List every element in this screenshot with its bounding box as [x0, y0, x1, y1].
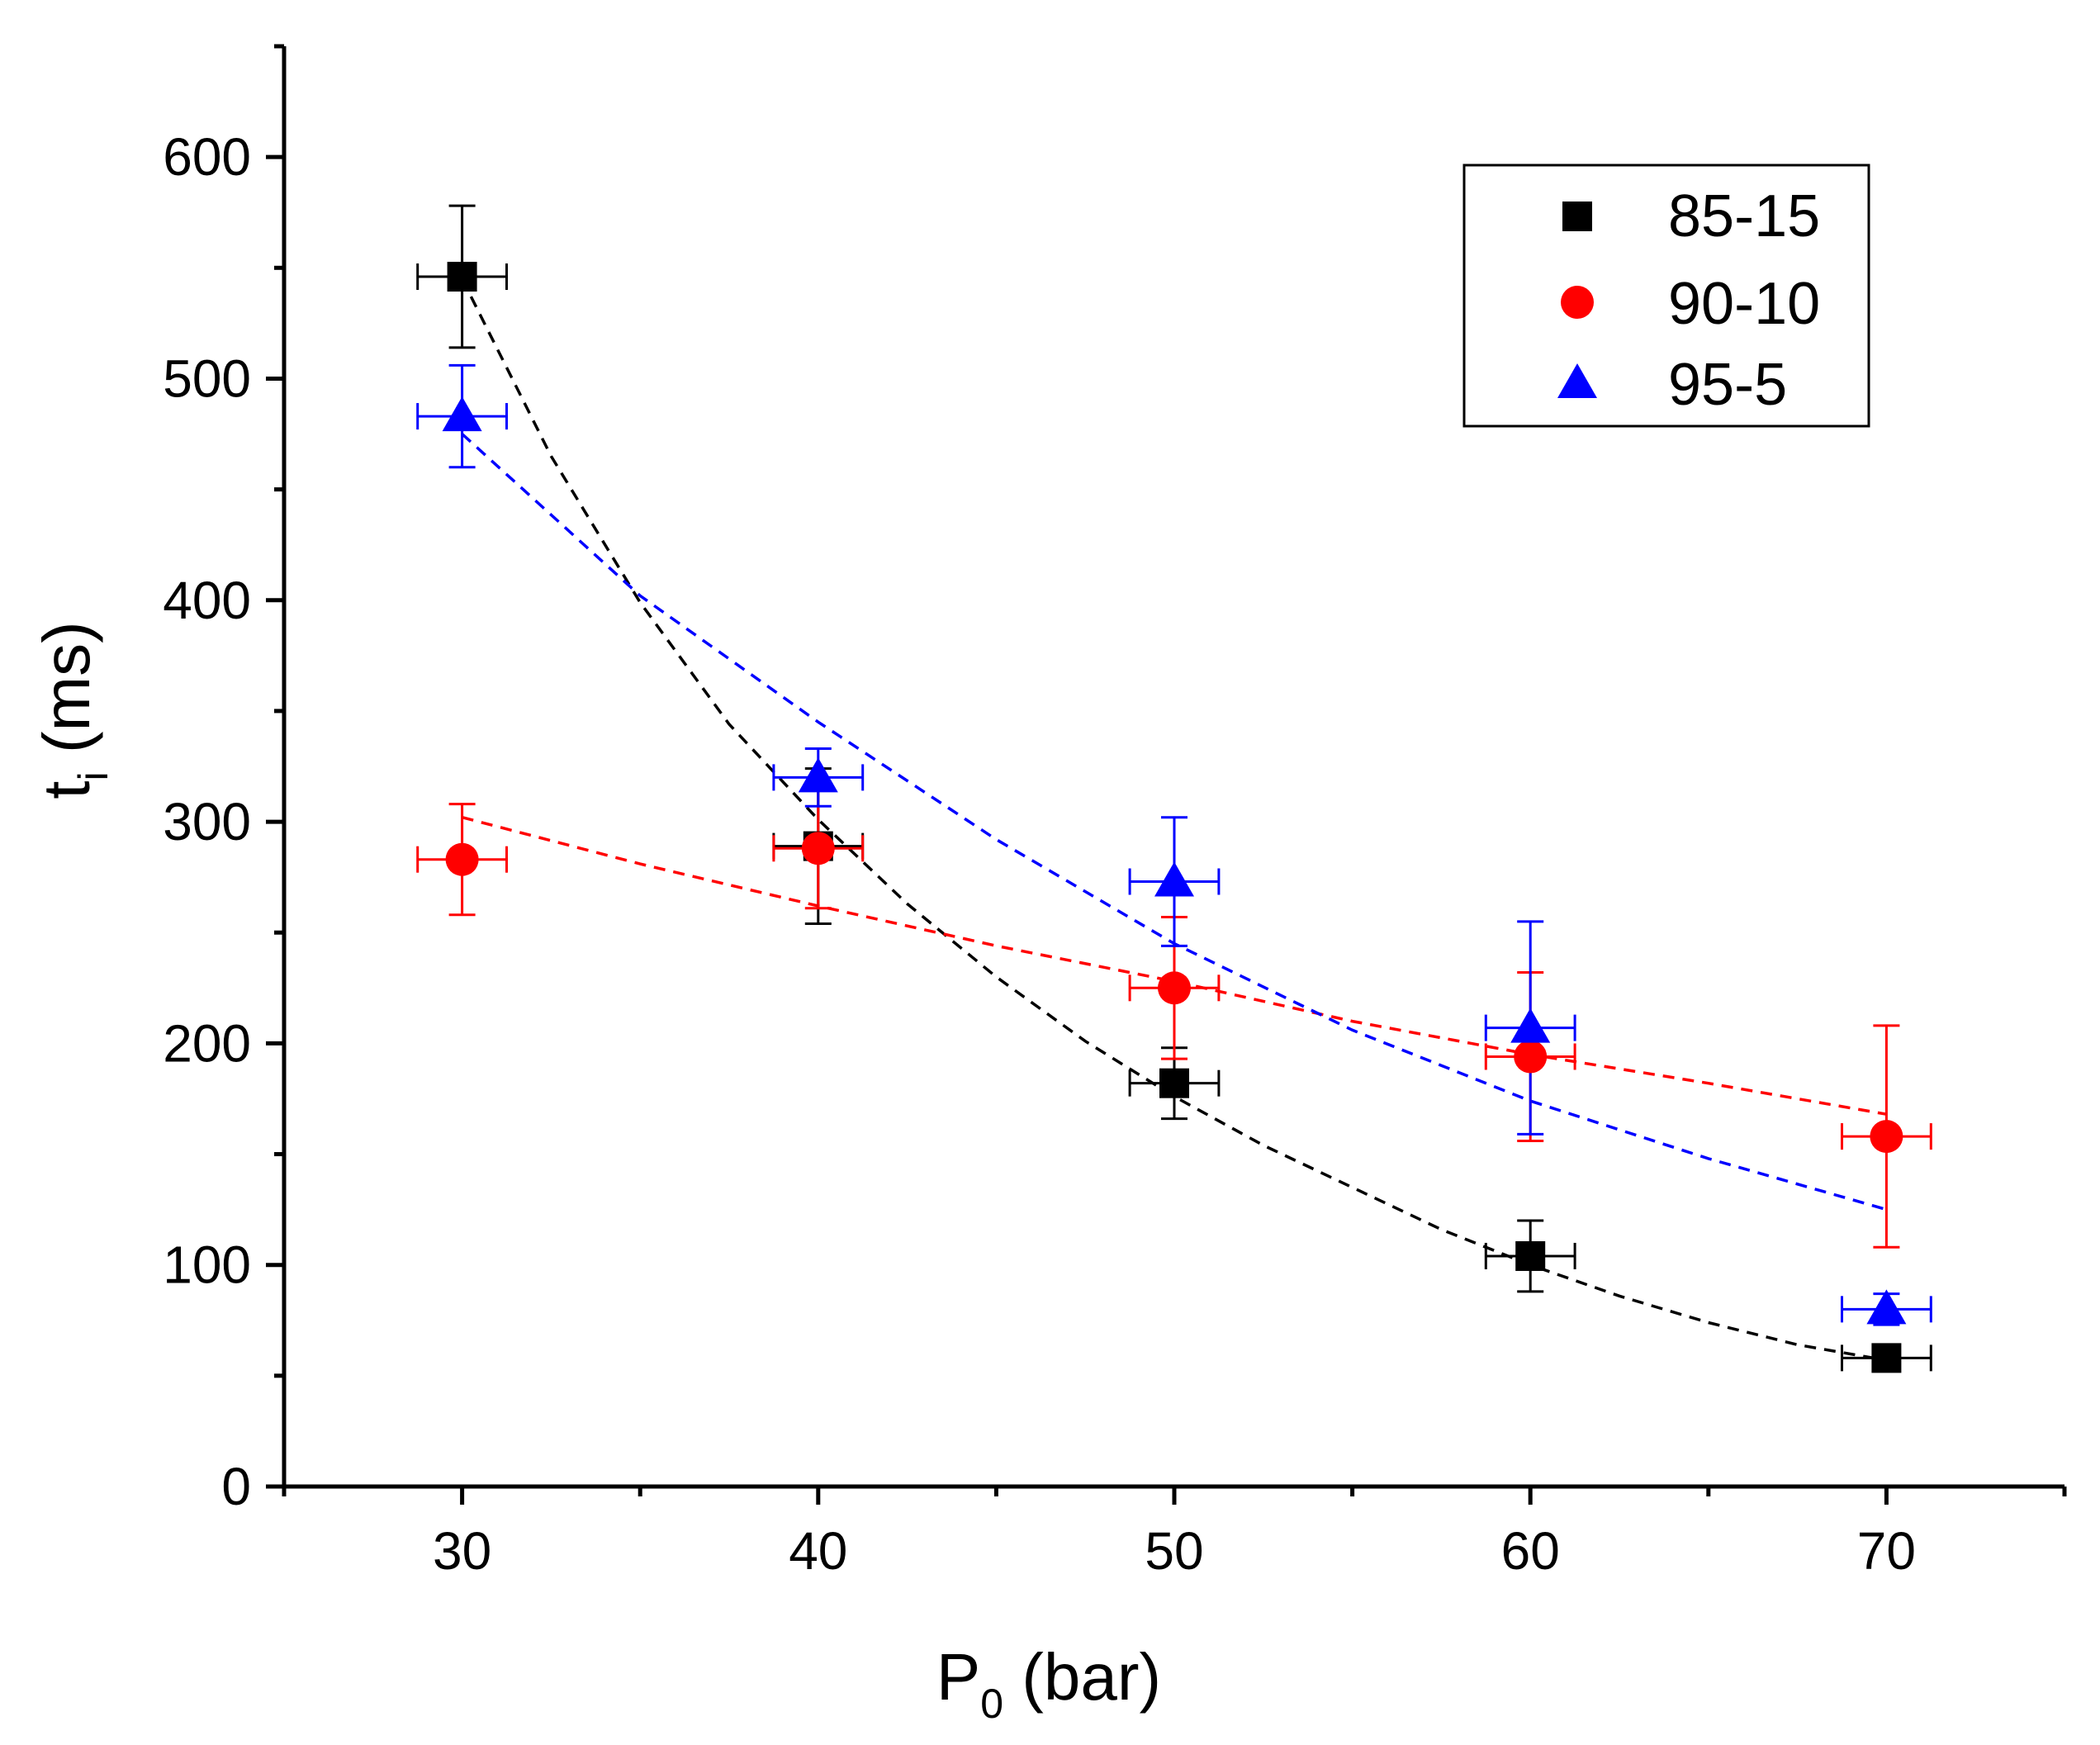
legend-marker-85-15	[1562, 202, 1592, 231]
legend-marker-90-10	[1561, 286, 1594, 319]
data-point-95-5	[798, 757, 838, 793]
x-tick-label: 70	[1857, 1521, 1916, 1581]
fit-line-90-10	[462, 816, 1887, 1116]
legend-label-90-10: 90-10	[1668, 271, 1820, 337]
y-tick-label: 0	[221, 1457, 251, 1516]
x-tick-label: 30	[433, 1521, 491, 1581]
x-axis-title-subscript: 0	[980, 1681, 1003, 1727]
legend-box	[1462, 164, 1870, 428]
data-point-90-10	[801, 832, 835, 865]
axes: 0 100 200 300 400 500 600 30 40 50 60 70	[163, 44, 2067, 1581]
data-point-95-5	[1154, 861, 1194, 897]
y-tick-label: 400	[163, 571, 251, 630]
y-axis-title-subscript: i	[70, 771, 116, 780]
y-axis-title-main: t	[30, 781, 103, 799]
x-axis-title-unit: (bar)	[1003, 1640, 1161, 1714]
legend-label-95-5: 95-5	[1668, 352, 1787, 418]
y-axis-title: ti (ms)	[30, 621, 116, 799]
y-tick-label: 300	[163, 792, 251, 851]
data-point-95-5	[1510, 1008, 1551, 1043]
data-point-85-15	[447, 262, 477, 292]
data-point-90-10	[1514, 1040, 1548, 1074]
data-point-95-5	[1866, 1289, 1907, 1325]
legend-markers	[1557, 202, 1597, 398]
legend-marker-95-5	[1557, 363, 1597, 398]
y-tick-label: 500	[163, 349, 251, 408]
x-tick-label: 50	[1145, 1521, 1203, 1581]
data-markers	[442, 262, 1907, 1373]
x-axis-title: P0 (bar)	[936, 1640, 1161, 1727]
y-tick-label: 600	[163, 127, 251, 187]
legend: 85-15 90-10 95-5	[1462, 164, 1870, 428]
x-tick-label: 40	[789, 1521, 847, 1581]
data-point-85-15	[1871, 1343, 1902, 1373]
data-point-90-10	[1870, 1120, 1903, 1154]
data-point-90-10	[1158, 971, 1191, 1005]
legend-label-85-15: 85-15	[1668, 183, 1820, 249]
x-tick-label: 60	[1501, 1521, 1560, 1581]
y-tick-label: 200	[163, 1013, 251, 1073]
data-point-85-15	[1515, 1240, 1546, 1271]
data-point-85-15	[1159, 1068, 1189, 1098]
data-point-90-10	[445, 842, 479, 876]
y-axis-title-unit: (ms)	[30, 621, 103, 771]
data-point-95-5	[442, 396, 482, 432]
y-tick-label: 100	[163, 1235, 251, 1295]
x-axis-title-main: P	[936, 1640, 980, 1714]
